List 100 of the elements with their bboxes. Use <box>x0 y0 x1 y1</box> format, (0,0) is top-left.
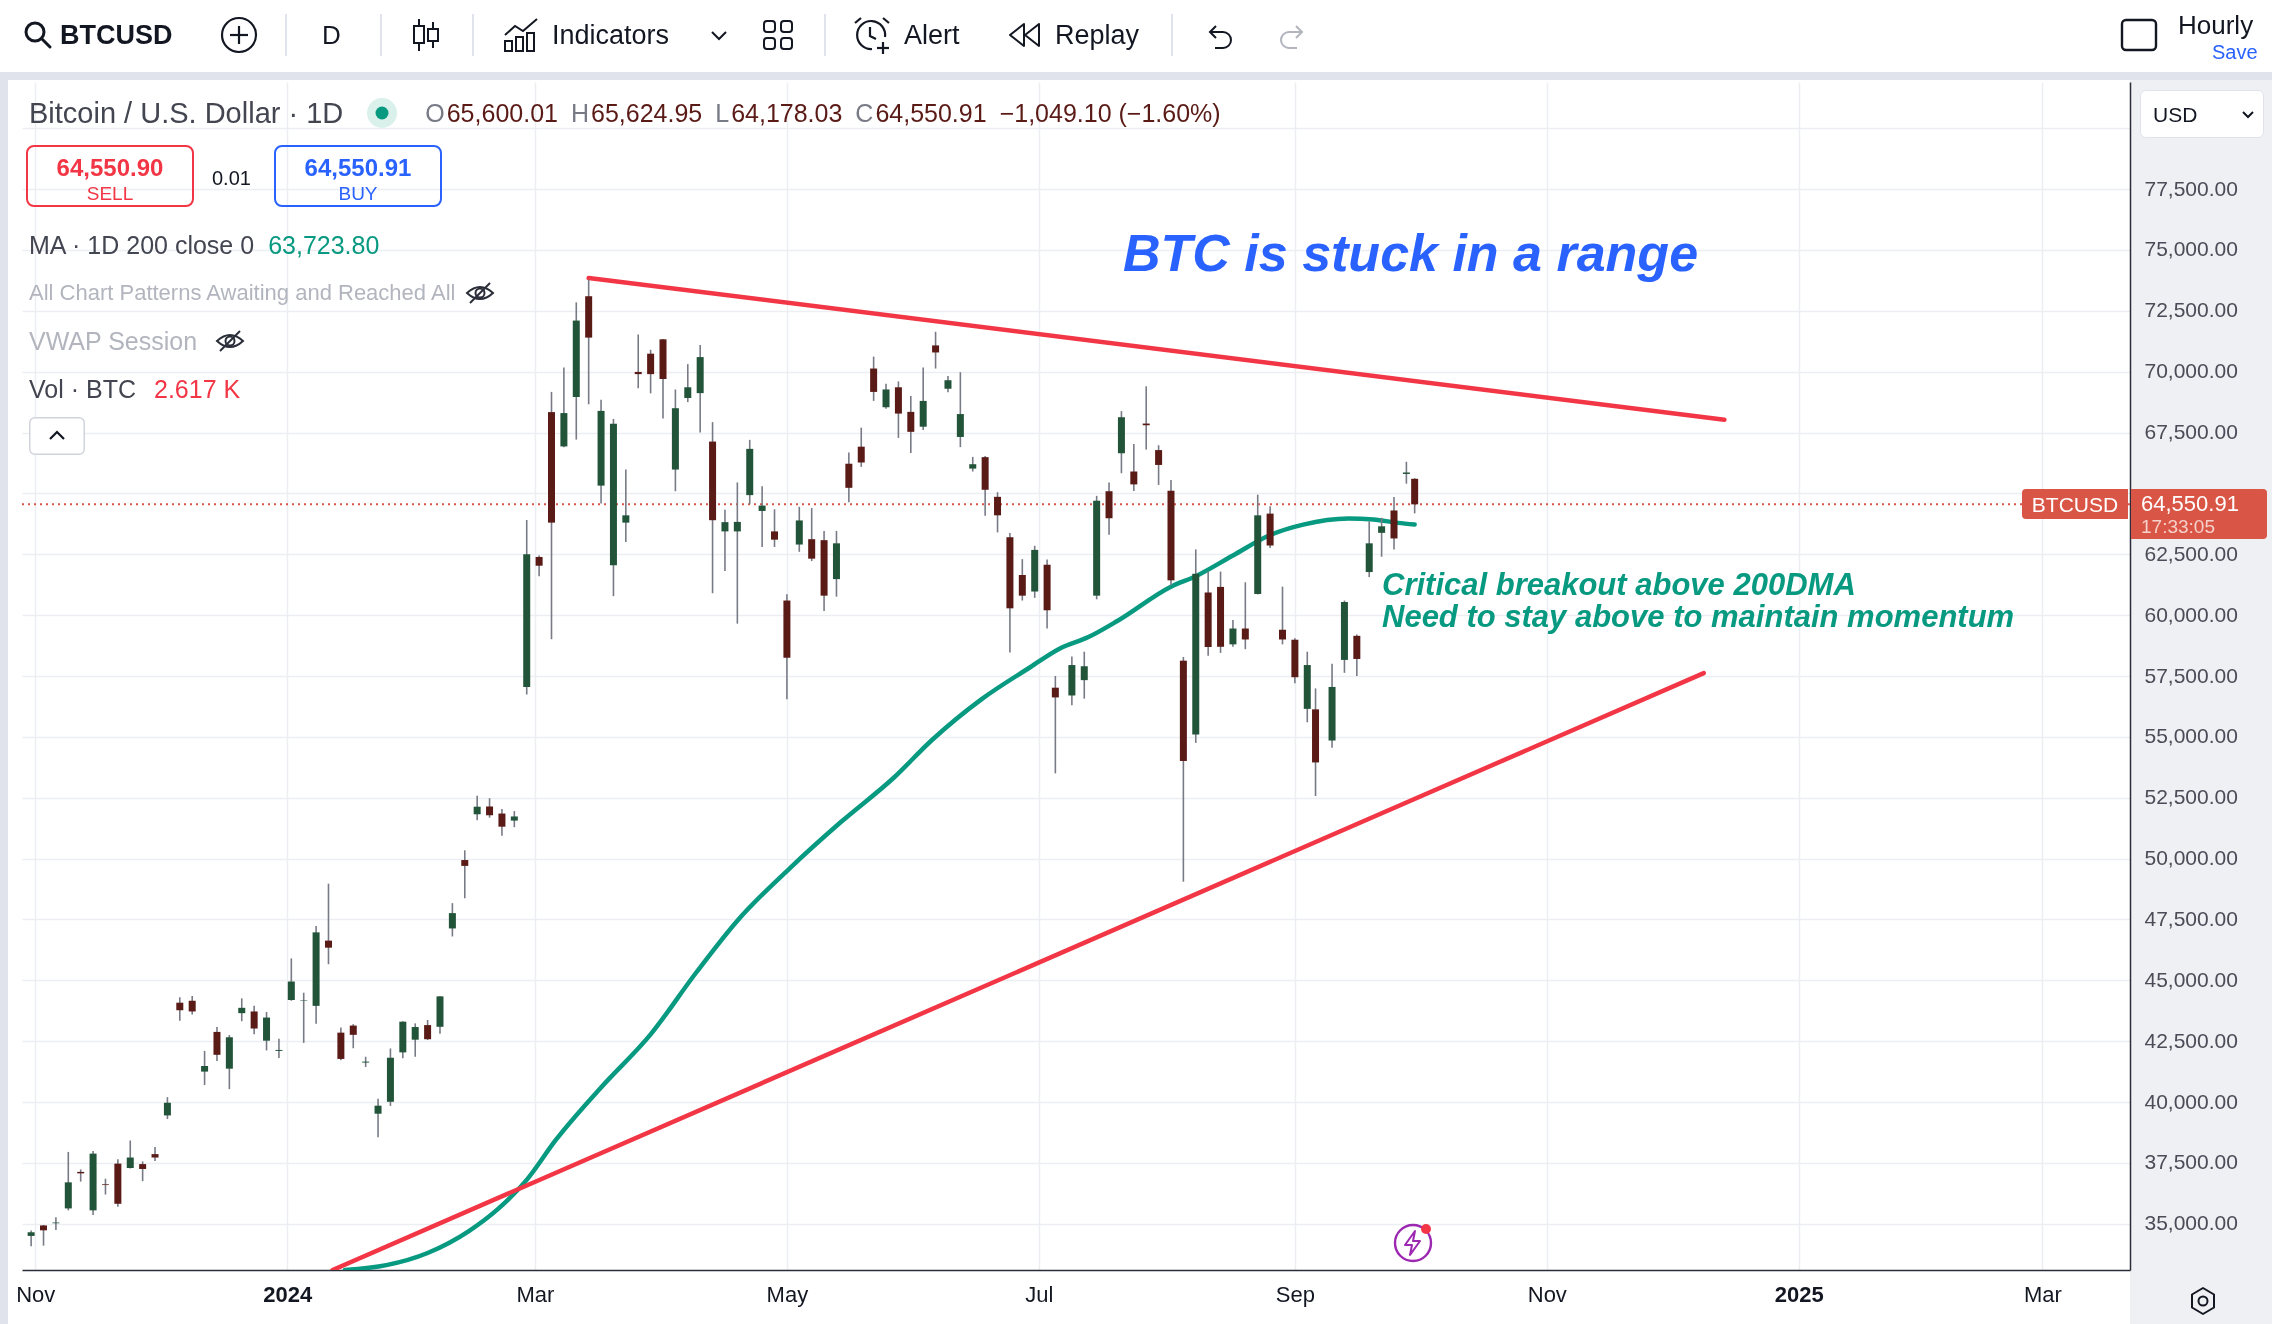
candlestick <box>473 794 481 822</box>
annotation: Vol · BTC <box>29 374 136 403</box>
annotation: VWAP Session <box>29 326 198 355</box>
candlestick <box>250 1005 258 1036</box>
candlestick <box>486 797 494 819</box>
x-tick-label: Jul <box>1025 1281 1054 1307</box>
candlestick <box>870 355 878 402</box>
candlestick <box>1279 585 1286 646</box>
candlestick <box>263 1011 271 1052</box>
candlestick <box>907 395 915 454</box>
candlestick <box>1018 558 1026 602</box>
y-tick-label: 52,500.00 <box>2144 785 2238 809</box>
candlestick <box>139 1160 147 1182</box>
candlestick <box>622 468 630 543</box>
candlestick <box>188 995 196 1016</box>
candlestick <box>1353 633 1361 677</box>
candlestick <box>1229 619 1237 648</box>
annotation: 65,600.01 <box>446 98 558 127</box>
annotation: 64,550.91 <box>875 98 987 127</box>
candlestick <box>733 481 741 625</box>
candlestick <box>1241 581 1249 651</box>
candlestick <box>1051 675 1059 775</box>
text: D <box>322 20 341 50</box>
candlestick <box>349 1023 357 1050</box>
annotation: 64,550.90 <box>55 154 165 181</box>
candlestick <box>1080 650 1088 700</box>
candlestick <box>857 426 865 468</box>
annotation: BUY <box>337 183 379 204</box>
x-tick-label: Mar <box>2023 1281 2062 1307</box>
candlestick <box>535 554 543 577</box>
candlestick <box>634 333 642 390</box>
y-tick-label: 77,500.00 <box>2144 176 2238 200</box>
y-tick-label: 42,500.00 <box>2144 1028 2238 1052</box>
candlestick <box>324 882 332 966</box>
annotation: L <box>715 98 730 127</box>
y-tick-label: 50,000.00 <box>2144 846 2238 870</box>
annotation: O <box>425 98 445 127</box>
y-tick-label: 35,000.00 <box>2144 1211 2238 1235</box>
candlestick <box>461 849 469 900</box>
text: Replay <box>1055 19 1140 50</box>
candlestick <box>684 363 692 403</box>
candlestick <box>151 1146 159 1162</box>
candlestick <box>411 1022 419 1058</box>
y-tick-label: 47,500.00 <box>2144 906 2238 930</box>
x-tick-label: Sep <box>1275 1281 1315 1307</box>
candlestick <box>238 997 246 1022</box>
annotation: 64,550.91 <box>303 154 413 181</box>
y-tick-label: 55,000.00 <box>2144 724 2238 748</box>
price-tag: BTCUSD <box>2022 489 2128 520</box>
candlestick <box>176 996 184 1022</box>
x-tick-label: Nov <box>16 1281 56 1307</box>
text: Indicators <box>552 19 670 50</box>
text: Bitcoin / U.S. Dollar · 1D <box>29 96 344 129</box>
annotation: 64,178.03 <box>731 98 843 127</box>
text: BTCUSD <box>60 19 173 50</box>
annotation: 65,624.95 <box>591 98 703 127</box>
y-tick-label: 45,000.00 <box>2144 967 2238 991</box>
candlestick <box>374 1098 382 1139</box>
x-tick-label: Mar <box>516 1281 555 1307</box>
candlestick <box>213 1026 221 1062</box>
y-tick-label: 70,000.00 <box>2144 359 2238 383</box>
annotation: 2.617 K <box>153 374 241 403</box>
annotation: 63,723.80 <box>268 230 380 259</box>
y-tick-label: 72,500.00 <box>2144 298 2238 322</box>
candlestick <box>126 1139 134 1170</box>
y-tick-label: 62,500.00 <box>2144 541 2238 565</box>
text: Alert <box>904 19 960 50</box>
candlestick <box>300 991 308 1044</box>
annotation: 0.01 <box>212 167 251 189</box>
candlestick <box>1130 443 1138 492</box>
candlestick <box>1155 444 1163 486</box>
x-tick-label: Nov <box>1527 1281 1567 1307</box>
candlestick <box>808 507 816 562</box>
annotation: C <box>855 98 874 127</box>
candlestick <box>721 508 729 572</box>
candlestick <box>771 508 779 548</box>
y-tick-label: 67,500.00 <box>2144 420 2238 444</box>
candlestick <box>1378 516 1386 558</box>
candlestick <box>498 808 506 837</box>
candlestick <box>448 902 456 938</box>
annotation: H <box>570 98 589 127</box>
y-tick-label: 75,000.00 <box>2144 237 2238 261</box>
y-tick-label: 60,000.00 <box>2144 602 2238 626</box>
text: Hourly <box>2178 10 2254 40</box>
dropdown: USD <box>2140 90 2264 138</box>
candlestick <box>994 491 1002 534</box>
ref-line-label: BTCUSD <box>2030 493 2120 517</box>
x-tick-label: 2025 <box>1774 1281 1824 1307</box>
x-tick-label: 2024 <box>263 1281 313 1307</box>
y-tick-label: 57,500.00 <box>2144 663 2238 687</box>
candlestick <box>956 371 964 448</box>
price-tag: 64,550.91 17:33:05 <box>2131 489 2267 540</box>
annotation: All Chart Patterns Awaiting and Reached All <box>29 280 456 305</box>
candlestick <box>882 383 890 410</box>
y-tick-label: 40,000.00 <box>2144 1089 2238 1113</box>
candlestick <box>932 330 940 370</box>
candlestick <box>287 957 295 1002</box>
annotation: SELL <box>85 183 135 204</box>
text: Save <box>2212 41 2258 63</box>
annotation: MA · 1D 200 close 0 <box>29 230 255 259</box>
